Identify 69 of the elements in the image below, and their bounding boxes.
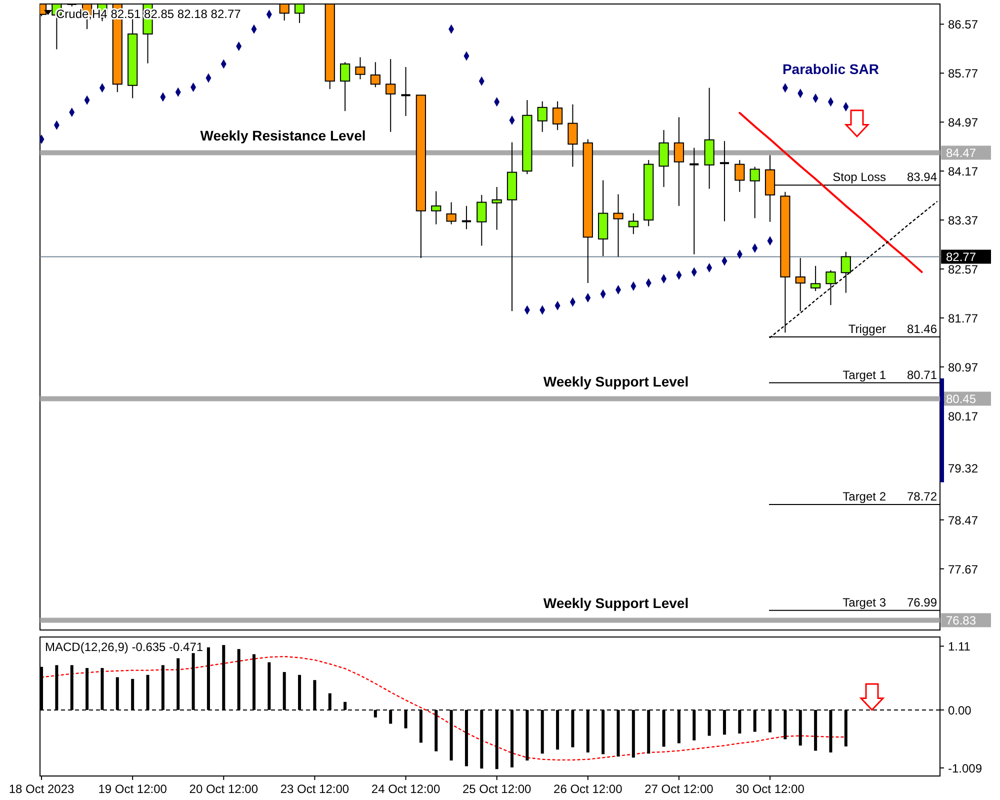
ref-line-label: Target 1 <box>842 368 886 382</box>
ref-line-label: Weekly Support Level <box>543 595 689 612</box>
y-tick-label: 85.77 <box>948 66 978 81</box>
candlestick <box>476 194 487 246</box>
candlestick <box>460 205 472 230</box>
y-tick-label: 80.45 <box>946 392 976 406</box>
x-tick-label: 19 Oct 12:00 <box>98 782 168 796</box>
ref-line-label: Trigger <box>848 322 886 336</box>
y-tick-label: 84.17 <box>948 164 978 179</box>
y-tick-label: 76.83 <box>946 614 976 628</box>
candlestick <box>355 56 366 80</box>
candlestick <box>826 270 836 306</box>
candlestick <box>552 100 563 131</box>
candlestick <box>658 130 669 188</box>
candlestick <box>840 251 851 294</box>
candlestick <box>613 194 624 258</box>
candlestick <box>750 166 760 219</box>
y-tick-label: 0.00 <box>948 703 972 718</box>
x-tick-label: 25 Oct 12:00 <box>462 782 532 796</box>
ref-line-label: Stop Loss <box>832 170 886 184</box>
y-tick-label: -1.009 <box>948 761 982 776</box>
candlestick <box>734 160 745 192</box>
line-series <box>40 656 846 761</box>
y-tick-label: 79.32 <box>948 461 978 476</box>
ref-line-label: Target 2 <box>842 490 886 504</box>
candlestick <box>492 186 502 230</box>
annotation: 81.46 <box>906 322 938 336</box>
candlestick <box>340 62 350 112</box>
annotation: 76.99 <box>906 595 938 610</box>
annotation: 78.72 <box>906 490 938 504</box>
y-tick-label: 80.97 <box>948 360 978 374</box>
y-tick-label: 86.57 <box>948 18 978 32</box>
ref-line-label: Weekly Resistance Level <box>200 128 366 144</box>
ref-line-label: Target 3 <box>842 595 886 610</box>
y-tick-label: 78.47 <box>948 513 978 528</box>
y-tick-label: 1.11 <box>948 640 971 654</box>
candlestick <box>718 140 730 222</box>
x-tick-label: 23 Oct 12:00 <box>280 782 350 796</box>
candlestick <box>795 257 806 312</box>
candlestick <box>537 100 548 132</box>
candlestick <box>688 147 700 255</box>
candlestick <box>810 265 821 292</box>
y-tick-label: 77.67 <box>948 562 978 576</box>
y-tick-label: 82.77 <box>946 250 976 264</box>
y-tick-label: 81.77 <box>948 311 978 326</box>
annotation: 80.71 <box>906 368 938 382</box>
candlestick <box>628 212 638 235</box>
series-label: Parabolic SAR <box>782 60 879 77</box>
x-tick-label: 26 Oct 12:00 <box>554 782 623 796</box>
candlestick <box>674 116 684 206</box>
y-tick-label: 80.17 <box>948 409 978 424</box>
chart-title: MACD(12,26,9) -0.635 -0.471 <box>45 640 204 654</box>
x-tick-label: 30 Oct 12:00 <box>736 782 805 796</box>
x-tick-label: 27 Oct 12:00 <box>644 782 714 796</box>
x-tick-label: 24 Oct 12:00 <box>371 782 440 796</box>
ref-line-label: Weekly Support Level <box>543 374 689 390</box>
x-tick-label: 18 Oct 2023 <box>8 782 75 796</box>
candlestick <box>568 104 578 168</box>
candlestick <box>370 62 380 88</box>
annotation: 83.94 <box>906 170 938 184</box>
y-tick-label: 84.47 <box>946 146 976 160</box>
candlestick <box>400 66 412 116</box>
y-tick-label: 83.37 <box>948 214 978 228</box>
y-tick-label: 82.57 <box>948 262 978 276</box>
candlestick <box>431 190 442 225</box>
x-tick-label: 20 Oct 12:00 <box>189 782 258 796</box>
y-tick-label: 84.97 <box>948 116 978 130</box>
candlestick <box>446 202 456 225</box>
candlestick <box>386 58 396 132</box>
